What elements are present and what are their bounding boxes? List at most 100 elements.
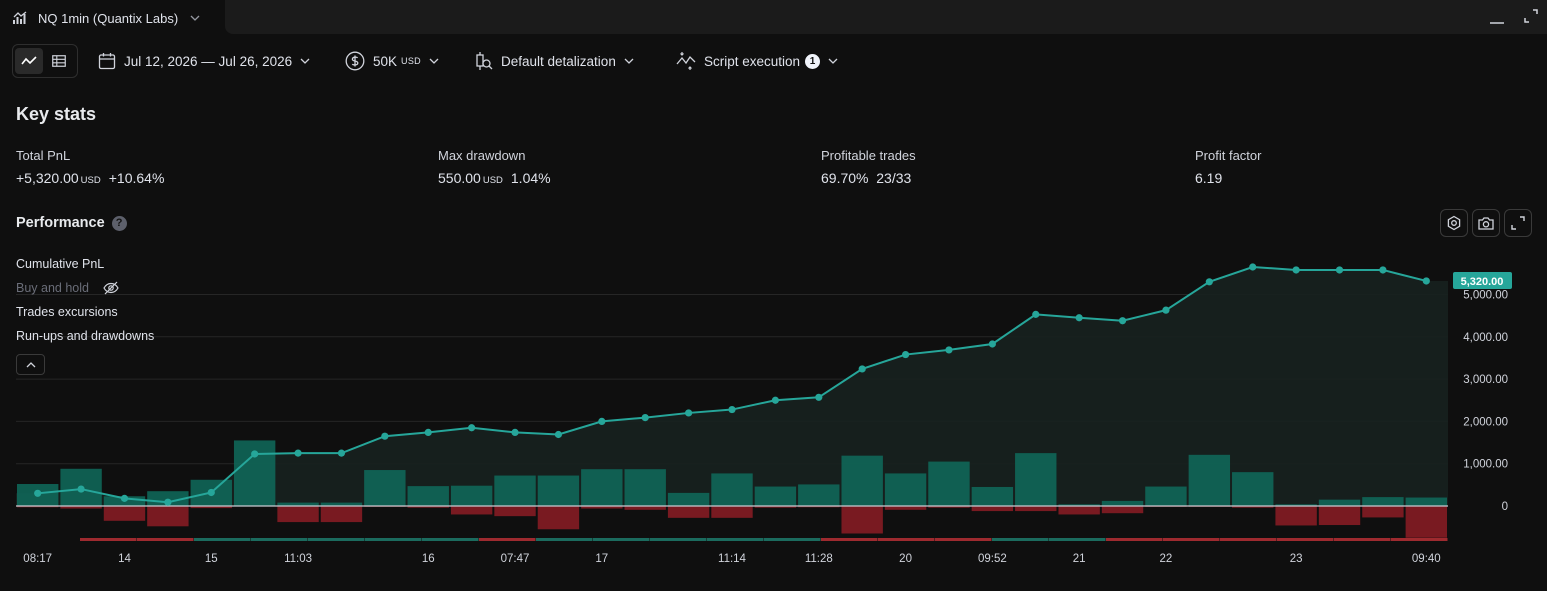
trade-excursion-segment — [650, 538, 707, 541]
toolbar: Jul 12, 2026 — Jul 26, 2026 50K USD Defa… — [0, 42, 1547, 80]
cumulative-pnl-point — [858, 365, 866, 373]
minimize-icon[interactable] — [1490, 12, 1504, 24]
x-tick-label: 08:17 — [23, 553, 52, 565]
trade-excursion-segment — [821, 538, 878, 541]
drawdown-bar — [928, 506, 970, 508]
x-tick-label: 22 — [1160, 553, 1173, 565]
runup-bar — [798, 484, 840, 506]
x-tick-label: 15 — [205, 553, 218, 565]
runup-bar — [928, 461, 970, 506]
dollar-icon — [345, 51, 365, 71]
window-bar-fill — [225, 0, 1547, 34]
cumulative-pnl-point — [511, 428, 519, 436]
x-axis: 08:17 14 15 11:03 16 07:47 17 11:14 11:28 20 09:52… — [23, 553, 1440, 565]
runup-bar — [1275, 504, 1317, 506]
cumulative-pnl-point — [1335, 266, 1344, 274]
detalization-selector[interactable]: Default detalization — [475, 50, 642, 72]
drawdown-bar — [450, 506, 493, 515]
legend-cumulative-pnl[interactable]: Cumulative PnL — [16, 257, 105, 271]
stat-total-pnl: Total PnL +5,320.00 USD +10.64% — [16, 148, 164, 186]
chart-snapshot-button[interactable] — [1472, 209, 1500, 237]
runup-bar — [711, 473, 753, 506]
y-tick-label: 2,000.00 — [1463, 416, 1508, 428]
runup-bar — [841, 455, 883, 506]
cumulative-pnl-points — [34, 263, 1430, 506]
drawdown-bar — [103, 506, 146, 521]
strategy-tab[interactable]: NQ 1min (Quantix Labs) — [0, 0, 224, 36]
runup-bar — [233, 440, 276, 506]
window-bar: NQ 1min (Quantix Labs) — [0, 0, 1547, 36]
calendar-icon — [98, 53, 116, 70]
script-execution-count-badge: 1 — [805, 53, 821, 69]
legend-runups-drawdowns[interactable]: Run-ups and drawdowns — [16, 329, 155, 343]
help-icon[interactable]: ? — [111, 215, 127, 231]
last-value-marker: 5,320.00 — [1453, 271, 1512, 289]
cumulative-pnl-point — [1075, 314, 1083, 322]
x-tick-label: 20 — [899, 553, 912, 565]
table-view-button[interactable] — [45, 48, 73, 74]
drawdown-bar — [494, 506, 536, 517]
chevron-down-icon — [624, 58, 634, 64]
total-pnl-percent: +10.64% — [108, 170, 165, 186]
date-range-label: Jul 12, 2026 — Jul 26, 2026 — [124, 53, 293, 69]
total-pnl-unit: USD — [80, 175, 101, 186]
trade-excursion-segment — [536, 538, 593, 541]
runup-bar — [537, 475, 580, 506]
x-tick-label: 11:03 — [284, 553, 312, 565]
drawdown-bar — [1362, 506, 1404, 518]
runup-bar — [494, 475, 536, 506]
cumulative-pnl-point — [728, 405, 736, 414]
trade-excursion-segment — [764, 538, 821, 541]
runup-bar — [1101, 500, 1144, 506]
trade-excursion-segment — [1163, 538, 1220, 541]
cumulative-pnl-point — [1205, 278, 1213, 286]
script-execution-icon — [676, 52, 696, 70]
chevron-down-icon[interactable] — [190, 15, 200, 21]
y-tick-label: 5,000.00 — [1463, 290, 1508, 302]
profitable-ratio: 23/33 — [876, 170, 912, 186]
collapse-legend-button[interactable] — [16, 354, 45, 375]
chevron-down-icon — [300, 58, 310, 64]
profitable-percent: 69.70% — [821, 170, 869, 186]
runup-bar — [407, 486, 449, 506]
performance-chart: 0 1,000.00 2,000.00 3,000.00 4,000.00 5,000.0… — [16, 263, 1512, 565]
last-value-label: 5,320.00 — [1461, 276, 1504, 288]
drawdown-bar — [1232, 506, 1274, 508]
settings-icon — [1447, 215, 1461, 231]
drawdown-bar — [754, 506, 797, 508]
capital-value: 50K — [373, 53, 398, 69]
chart-view-button[interactable] — [15, 48, 43, 74]
table-icon — [52, 55, 66, 67]
cumulative-pnl-point — [381, 432, 389, 440]
eye-off-icon — [103, 281, 119, 295]
capital-selector[interactable]: 50K USD — [345, 50, 447, 72]
y-tick-label: 0 — [1502, 501, 1508, 513]
drawdown-bar — [884, 506, 927, 510]
chart-fullscreen-button[interactable] — [1504, 209, 1532, 237]
chevron-down-icon — [429, 58, 439, 64]
legend-trades-excursions[interactable]: Trades excursions — [16, 305, 118, 319]
drawdown-bar — [1318, 506, 1361, 526]
cumulative-pnl-point — [468, 424, 476, 432]
stat-value: 69.70% 23/33 — [821, 170, 916, 186]
cumulative-pnl-point — [1118, 317, 1127, 325]
stat-label: Profit factor — [1195, 148, 1262, 163]
chevron-up-icon — [26, 361, 35, 367]
legend-buy-and-hold[interactable]: Buy and hold — [16, 281, 119, 295]
cumulative-pnl-point — [1422, 277, 1430, 285]
chart-settings-button[interactable] — [1440, 209, 1468, 237]
cumulative-pnl-point — [815, 393, 823, 401]
script-execution-selector[interactable]: Script execution 1 — [676, 50, 846, 72]
capital-unit: USD — [401, 56, 421, 66]
candle-search-icon — [476, 52, 493, 70]
cumulative-pnl-point — [1032, 310, 1040, 318]
trade-excursion-segment — [194, 538, 251, 541]
runup-bar — [1015, 453, 1057, 506]
cumulative-area — [16, 267, 1448, 506]
stat-max-drawdown: Max drawdown 550.00 USD 1.04% — [438, 148, 551, 186]
maximize-icon[interactable] — [1524, 9, 1538, 23]
view-toggle — [12, 44, 78, 78]
x-tick-label: 17 — [595, 553, 608, 565]
date-range-selector[interactable]: Jul 12, 2026 — Jul 26, 2026 — [98, 50, 318, 72]
detalization-label: Default detalization — [501, 53, 616, 69]
